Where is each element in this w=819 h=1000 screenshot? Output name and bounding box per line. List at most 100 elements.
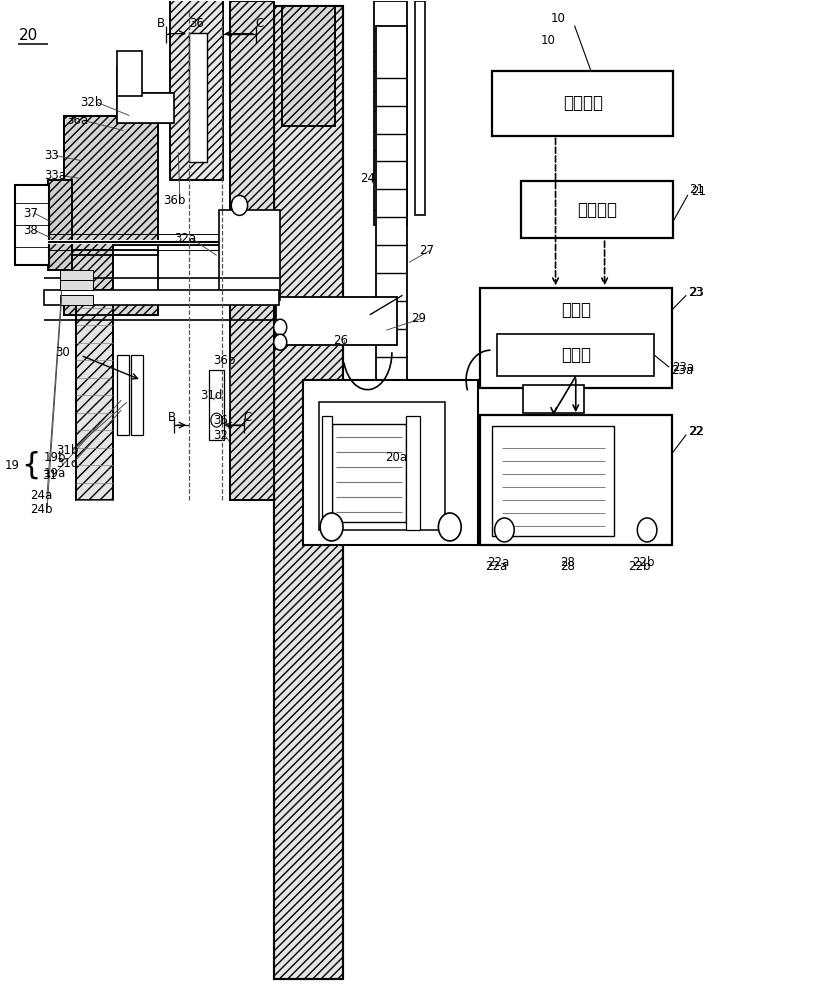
- Circle shape: [211, 413, 222, 427]
- Bar: [523, 385, 584, 413]
- Bar: [219, 210, 280, 300]
- Bar: [64, 250, 158, 315]
- Text: 32a: 32a: [174, 232, 197, 245]
- Text: 24b: 24b: [30, 503, 52, 516]
- Text: 32: 32: [213, 429, 229, 442]
- Bar: [405, 416, 420, 530]
- Bar: [229, 1, 274, 500]
- Bar: [170, 0, 223, 180]
- Bar: [229, 1, 274, 500]
- Circle shape: [231, 195, 247, 215]
- Text: 22b: 22b: [627, 560, 650, 573]
- Bar: [322, 416, 333, 530]
- Bar: [60, 295, 93, 305]
- Bar: [319, 402, 445, 530]
- Bar: [303, 380, 478, 545]
- Text: 31: 31: [42, 469, 57, 482]
- Circle shape: [274, 334, 287, 350]
- Text: 24: 24: [360, 172, 375, 185]
- Text: C: C: [256, 17, 264, 30]
- Text: 32b: 32b: [80, 96, 103, 109]
- Text: 24a: 24a: [30, 489, 52, 502]
- Bar: [48, 180, 72, 270]
- Bar: [48, 180, 72, 270]
- Text: 20a: 20a: [386, 451, 408, 464]
- Bar: [274, 6, 343, 979]
- Text: 19a: 19a: [43, 467, 66, 480]
- Text: 22a: 22a: [485, 560, 508, 573]
- Text: 26: 26: [333, 334, 348, 347]
- Text: 36b: 36b: [163, 194, 185, 207]
- Circle shape: [274, 319, 287, 335]
- Bar: [189, 33, 207, 162]
- Text: 23a: 23a: [672, 361, 695, 374]
- Bar: [60, 270, 93, 280]
- Text: B: B: [168, 411, 176, 424]
- Text: 31b: 31b: [56, 444, 79, 457]
- Circle shape: [320, 513, 343, 541]
- Bar: [376, 26, 406, 400]
- Text: 38: 38: [24, 224, 38, 237]
- Text: 21: 21: [691, 185, 706, 198]
- Circle shape: [438, 513, 461, 541]
- Bar: [43, 290, 278, 305]
- Text: 22a: 22a: [486, 556, 509, 569]
- Text: 张紧装置: 张紧装置: [577, 201, 617, 219]
- Text: 21: 21: [690, 183, 704, 196]
- Bar: [64, 250, 158, 315]
- Text: 28: 28: [560, 556, 575, 569]
- Circle shape: [495, 518, 514, 542]
- Text: 36b: 36b: [213, 354, 236, 367]
- Text: 20: 20: [20, 28, 38, 43]
- Bar: [64, 116, 158, 255]
- Bar: [76, 290, 113, 500]
- Bar: [16, 185, 49, 265]
- Bar: [282, 6, 335, 126]
- Text: 31c: 31c: [56, 457, 77, 470]
- Bar: [113, 245, 276, 300]
- Text: 33: 33: [43, 149, 58, 162]
- Bar: [480, 288, 672, 388]
- Bar: [117, 51, 142, 96]
- Bar: [276, 297, 396, 345]
- Text: 31d: 31d: [201, 389, 223, 402]
- Text: 37: 37: [24, 207, 38, 220]
- Bar: [117, 93, 174, 123]
- Text: 19b: 19b: [43, 451, 66, 464]
- Bar: [60, 280, 93, 290]
- Text: 10: 10: [551, 12, 566, 25]
- Text: {: {: [21, 451, 40, 480]
- Bar: [282, 6, 335, 126]
- Bar: [333, 424, 405, 522]
- Text: 存储器: 存储器: [561, 346, 590, 364]
- Bar: [374, 1, 406, 225]
- Text: 36: 36: [190, 17, 205, 30]
- Text: B: B: [157, 17, 165, 30]
- Bar: [480, 415, 672, 545]
- Text: 10: 10: [541, 34, 556, 47]
- Bar: [521, 181, 673, 238]
- Text: 36: 36: [213, 414, 229, 427]
- Text: 卷绕装置: 卷绕装置: [563, 94, 603, 112]
- Bar: [492, 426, 614, 536]
- Bar: [414, 1, 424, 215]
- Text: 27: 27: [419, 244, 434, 257]
- Text: 33a: 33a: [43, 169, 66, 182]
- Bar: [497, 334, 654, 376]
- Bar: [64, 116, 158, 255]
- Text: 30: 30: [55, 346, 70, 359]
- Text: 28: 28: [560, 560, 575, 573]
- Text: 22: 22: [688, 425, 703, 438]
- Text: 29: 29: [410, 312, 426, 325]
- Text: 23a: 23a: [671, 364, 693, 377]
- Text: 23: 23: [690, 286, 704, 299]
- Text: 控制器: 控制器: [561, 301, 590, 319]
- Bar: [131, 355, 143, 435]
- Bar: [274, 6, 343, 979]
- Text: 22: 22: [690, 425, 704, 438]
- Text: C: C: [243, 411, 251, 424]
- Circle shape: [637, 518, 657, 542]
- Text: 22b: 22b: [631, 556, 654, 569]
- Text: 23: 23: [688, 286, 703, 299]
- Bar: [76, 290, 113, 500]
